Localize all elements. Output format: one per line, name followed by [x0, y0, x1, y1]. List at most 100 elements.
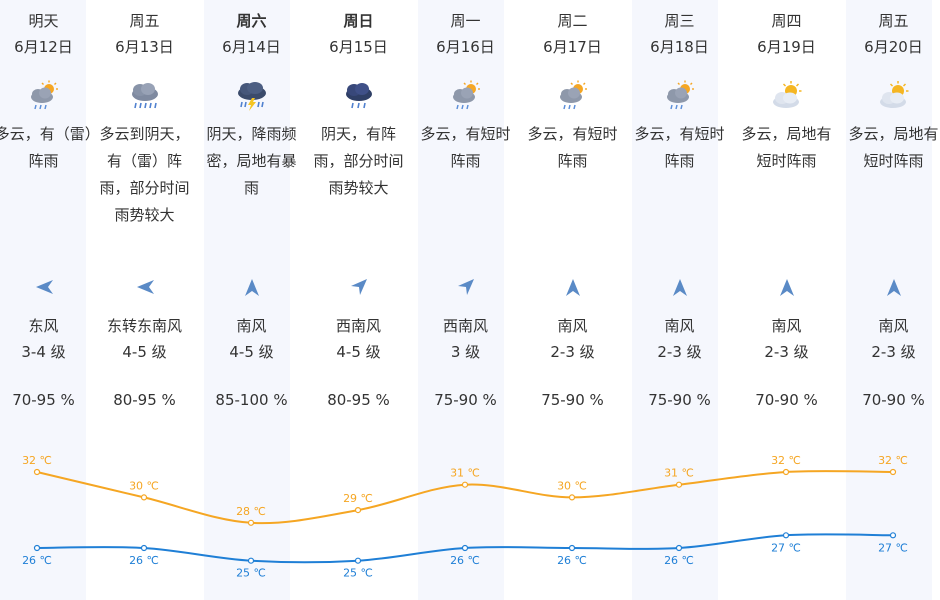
low-temp-label: 26 ℃ [664, 554, 694, 567]
wind-level: 4-5 级 [122, 343, 167, 361]
wind-arrow-icon [134, 276, 156, 298]
day-cell-7: 周三 6月18日 多云，有短时阵雨 南风 2-3 级 75-90 % [626, 0, 733, 600]
weather-description: 多云到阴天，有（雷）阵雨，部分时间雨势较大 [99, 125, 190, 224]
wind-direction: 南风 [236, 317, 267, 335]
low-temp-label: 26 ℃ [557, 554, 587, 567]
date-label: 6月20日 [864, 38, 923, 56]
weather-description: 多云，有短时阵雨 [527, 125, 618, 170]
wind-arrow-icon [241, 276, 263, 298]
partly-cloudy-sun-icon [769, 80, 805, 112]
humidity: 85-100 % [215, 391, 288, 409]
high-temp-point [568, 494, 576, 501]
wind-direction: 东风 [28, 317, 59, 335]
high-temp-label: 32 ℃ [771, 454, 801, 467]
day-cell-3: 周六 6月14日 阴天，降雨频密，局地有暴雨 南风 4-5 级 85-100 % [198, 0, 305, 600]
wind-level: 2-3 级 [550, 343, 595, 361]
wind-direction: 西南风 [335, 317, 381, 335]
low-temp-label: 27 ℃ [878, 541, 908, 554]
partly-cloudy-rain-icon [555, 80, 591, 112]
day-cell-2: 周五 6月13日 多云到阴天，有（雷）阵雨，部分时间雨势较大 东转东南风 4-5… [91, 0, 198, 600]
date-label: 6月14日 [222, 38, 281, 56]
wind-arrow-icon [883, 276, 905, 298]
high-temp-label: 30 ℃ [129, 479, 159, 492]
low-temp-label: 26 ℃ [22, 554, 52, 567]
date-label: 6月16日 [436, 38, 495, 56]
day-label: 周五 [878, 12, 909, 30]
day-cell-4: 周日 6月15日 阴天，有阵雨，部分时间雨势较大 西南风 4-5 级 80-95… [305, 0, 412, 600]
low-temp-point [354, 557, 362, 564]
low-temp-label: 26 ℃ [129, 554, 159, 567]
day-label: 周一 [450, 12, 481, 30]
wind-direction: 南风 [771, 317, 802, 335]
day-label: 周六 [236, 12, 267, 30]
humidity: 75-90 % [541, 391, 604, 409]
wind-direction: 东转东南风 [106, 317, 182, 335]
low-temp-point [247, 557, 255, 564]
high-temp-point [354, 506, 362, 514]
humidity: 70-90 % [755, 391, 818, 409]
high-temp-point [675, 481, 683, 488]
high-temp-label: 32 ℃ [22, 454, 52, 467]
date-label: 6月19日 [757, 38, 816, 56]
high-temp-label: 29 ℃ [343, 492, 373, 505]
high-temp-point [461, 481, 469, 488]
weather-description: 阴天，降雨频密，局地有暴雨 [206, 125, 297, 197]
low-temp-point [568, 544, 576, 552]
partly-cloudy-rain-icon [448, 80, 484, 112]
date-label: 6月13日 [115, 38, 174, 56]
date-label: 6月17日 [543, 38, 602, 56]
day-label: 周四 [771, 12, 802, 30]
low-temp-point [140, 544, 148, 552]
wind-level: 3-4 级 [21, 343, 66, 361]
day-cell-6: 周二 6月17日 多云，有短时阵雨 南风 2-3 级 75-90 % [519, 0, 626, 600]
day-cell-8: 周四 6月19日 多云，局地有短时阵雨 南风 2-3 级 70-90 % [733, 0, 840, 600]
high-temp-label: 31 ℃ [664, 467, 694, 480]
humidity: 70-95 % [12, 391, 75, 409]
wind-level: 2-3 级 [871, 343, 916, 361]
wind-arrow-icon [33, 276, 55, 298]
day-cell-5: 周一 6月16日 多云，有短时阵雨 西南风 3 级 75-90 % [412, 0, 519, 600]
humidity: 75-90 % [434, 391, 497, 409]
temperature-chart: 32 ℃ 30 ℃ 28 ℃ 29 ℃ 31 ℃ 30 ℃ 31 ℃ 32 ℃ 32 ℃ 26 ℃… [22, 454, 908, 580]
high-temp-point [889, 468, 897, 476]
day-cell-1: 明天 6月12日 多云，有（雷）阵雨 东风 3-4 级 70-95 % [0, 0, 97, 600]
day-label: 周五 [129, 12, 160, 30]
wind-arrow-icon [348, 276, 370, 298]
low-temp-label: 26 ℃ [450, 554, 480, 567]
wind-direction: 南风 [557, 317, 588, 335]
weather-description: 多云，有短时阵雨 [634, 125, 725, 170]
day-label: 明天 [28, 12, 59, 30]
wind-arrow-icon [455, 276, 477, 298]
low-temp-point [33, 544, 41, 552]
weather-description: 阴天，有阵雨，部分时间雨势较大 [313, 125, 404, 197]
humidity: 80-95 % [327, 391, 390, 409]
high-temp-point [782, 468, 790, 476]
low-temp-label: 27 ℃ [771, 541, 801, 554]
wind-level: 2-3 级 [657, 343, 702, 361]
low-temp-label: 25 ℃ [343, 567, 373, 580]
humidity: 70-90 % [862, 391, 925, 409]
high-temp-point [247, 519, 255, 526]
wind-direction: 西南风 [442, 317, 488, 335]
low-temp-label: 25 ℃ [236, 567, 266, 580]
day-label: 周三 [664, 12, 695, 30]
day-label: 周日 [343, 12, 374, 30]
high-temp-label: 30 ℃ [557, 479, 587, 492]
wind-arrow-icon [562, 276, 584, 298]
day-label: 周二 [557, 12, 588, 30]
thunderstorm-icon [234, 80, 270, 112]
wind-arrow-icon [776, 276, 798, 298]
date-label: 6月12日 [14, 38, 73, 56]
low-temp-point [782, 532, 790, 539]
low-temp-point [461, 544, 469, 552]
high-temp-point [140, 494, 148, 501]
high-temp-point [33, 468, 41, 476]
wind-level: 4-5 级 [229, 343, 274, 361]
partly-cloudy-sun-icon [876, 80, 912, 112]
weather-description: 多云，有（雷）阵雨 [0, 125, 93, 170]
high-temp-label: 32 ℃ [878, 454, 908, 467]
cloudy-rain-icon [127, 80, 163, 112]
date-label: 6月18日 [650, 38, 709, 56]
high-temp-label: 31 ℃ [450, 467, 480, 480]
wind-arrow-icon [669, 276, 691, 298]
